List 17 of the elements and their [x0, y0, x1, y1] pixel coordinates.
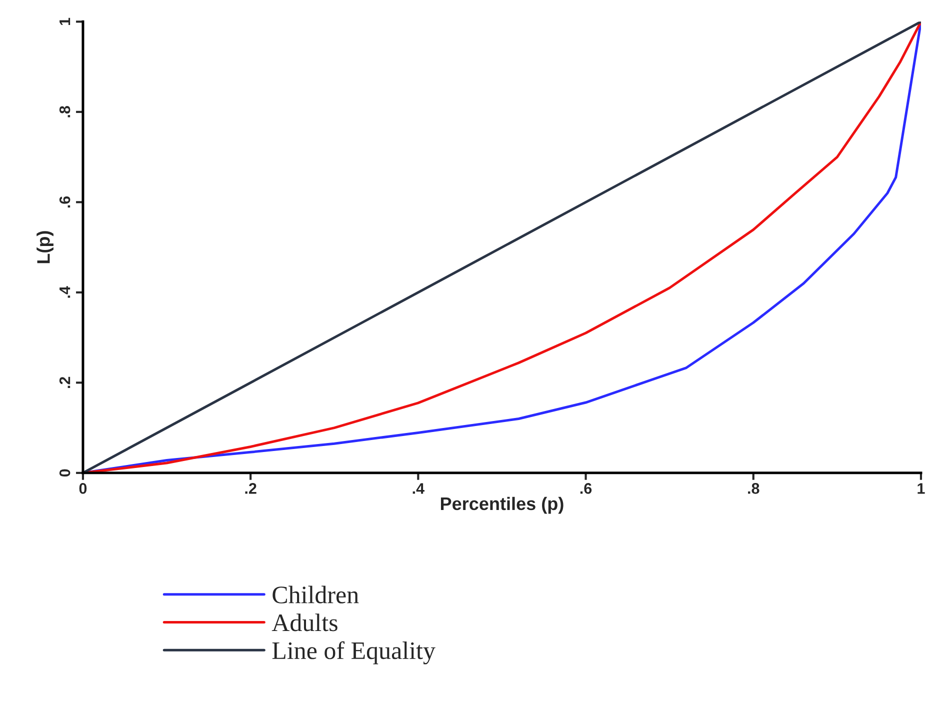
y-tick-label: 0 [59, 469, 70, 477]
x-tick-label: .8 [748, 483, 760, 494]
y-axis-title: L(p) [36, 231, 54, 264]
y-tick-label: .2 [59, 376, 70, 388]
y-tick-label: .4 [60, 286, 70, 298]
y-tick-label: 1 [60, 18, 70, 25]
x-tick-label: .6 [580, 483, 592, 494]
y-tick-label: .6 [59, 196, 70, 208]
x-axis-title: Percentiles (p) [440, 496, 564, 514]
x-tick-label: .4 [412, 483, 424, 494]
x-tick-label: 1 [918, 483, 925, 494]
x-tick-label: .2 [245, 483, 256, 494]
legend-label: Children [272, 586, 359, 604]
y-tick-label: .8 [59, 106, 70, 118]
legend-label: Adults [272, 614, 338, 632]
x-tick-label: 0 [79, 483, 87, 494]
legend-label: Line of Equality [272, 641, 436, 664]
